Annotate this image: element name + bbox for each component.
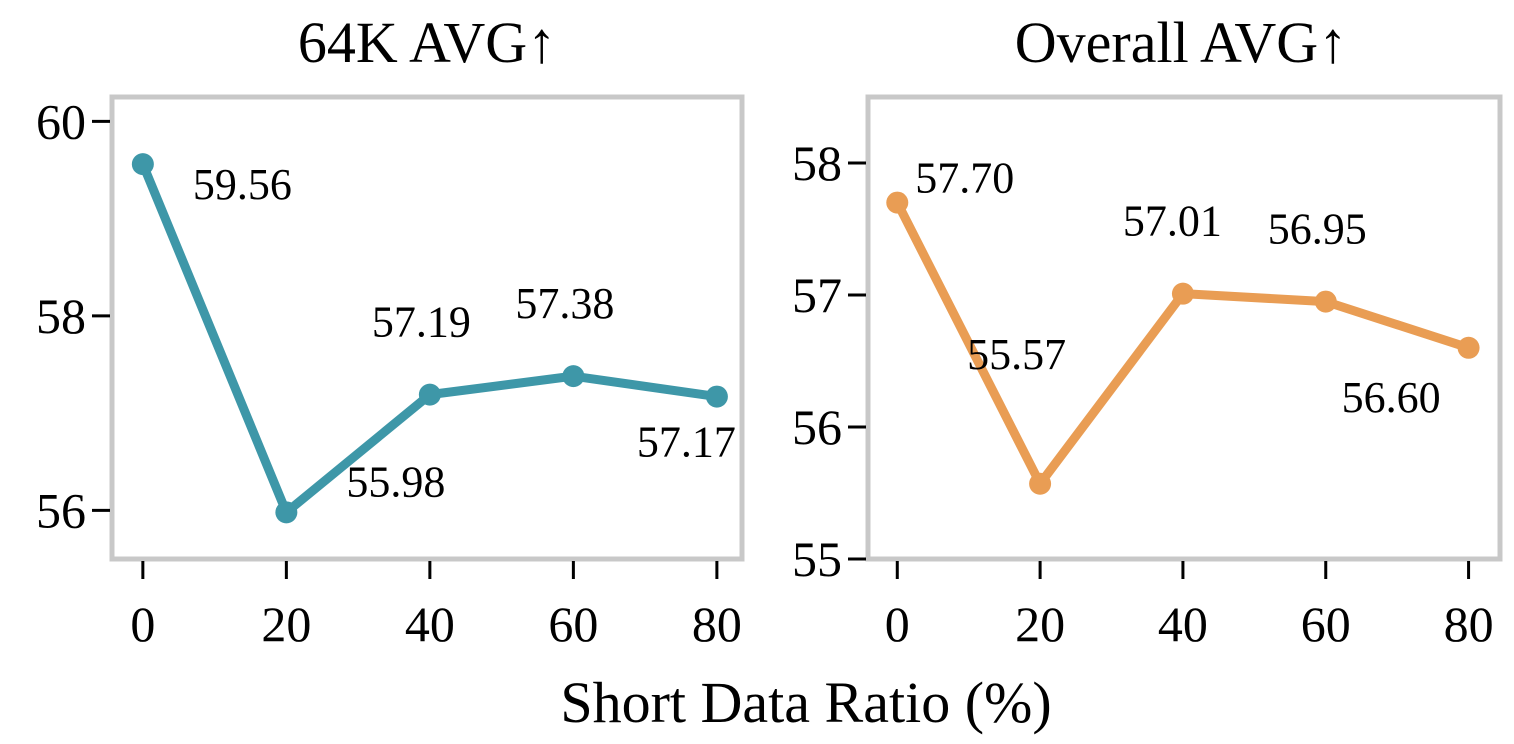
data-label: 56.95: [1268, 205, 1367, 254]
x-tick-label: 80: [1444, 596, 1494, 652]
x-axis-label: Short Data Ratio (%): [560, 670, 1051, 735]
data-label: 57.70: [915, 154, 1014, 203]
data-point: [418, 383, 441, 406]
x-tick-label: 20: [1015, 596, 1065, 652]
y-tick-label: 60: [36, 93, 86, 149]
data-label: 55.57: [967, 330, 1066, 379]
y-tick-label: 58: [36, 288, 86, 344]
x-tick-label: 20: [261, 596, 311, 652]
data-label: 55.98: [346, 457, 445, 506]
chart-title: Overall AVG↑: [1015, 10, 1347, 75]
x-tick-label: 0: [130, 596, 155, 652]
plot-frame: [865, 94, 1503, 562]
y-tick-label: 56: [36, 482, 86, 538]
plot-frame: [109, 94, 745, 562]
y-tick-label: 56: [792, 399, 842, 455]
data-point: [1314, 290, 1337, 313]
x-tick-label: 0: [885, 596, 910, 652]
data-point: [1029, 472, 1052, 495]
data-label: 57.01: [1123, 197, 1222, 246]
data-label: 57.19: [372, 298, 471, 347]
data-point: [1171, 282, 1194, 305]
data-label: 59.56: [193, 160, 292, 209]
x-tick-label: 40: [1158, 596, 1208, 652]
data-label: 57.17: [637, 418, 736, 467]
data-point: [705, 385, 728, 408]
data-point: [1457, 336, 1480, 359]
panel-overall-avg: Overall AVG↑ 55 56 57 58 0 20 40 60 80 57.70 55.57 5…: [792, 10, 1503, 652]
data-point: [131, 153, 154, 176]
data-label: 57.38: [515, 279, 614, 328]
y-tick-label: 55: [792, 531, 842, 587]
x-tick-label: 60: [1301, 596, 1351, 652]
panel-64k-avg: 64K AVG↑ 56 58 60 0 20 40 60 80 59.56 55.98 57.19 57…: [36, 10, 745, 652]
x-tick-label: 60: [548, 596, 598, 652]
chart-title: 64K AVG↑: [298, 10, 556, 75]
data-label: 56.60: [1342, 373, 1441, 422]
y-tick-label: 58: [792, 135, 842, 191]
data-point: [886, 191, 909, 214]
data-point: [275, 501, 298, 524]
x-tick-label: 40: [405, 596, 455, 652]
data-point: [562, 365, 585, 388]
x-tick-label: 80: [692, 596, 742, 652]
y-tick-label: 57: [792, 267, 842, 323]
